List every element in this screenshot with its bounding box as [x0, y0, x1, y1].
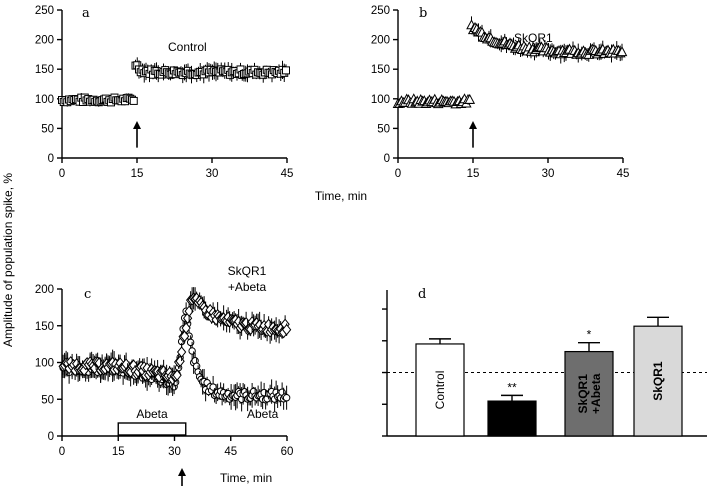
panel-b-x-tick-label: 30	[542, 168, 555, 180]
panel-c-data-point	[282, 393, 291, 402]
panel-a-y-tick-label: 150	[35, 64, 54, 76]
panel-c-y-tick-label: 0	[48, 431, 54, 443]
bar-label-line2: +Abeta	[589, 373, 603, 414]
bar-label: SkQR1	[651, 361, 665, 401]
panel-letter-a: a	[82, 6, 90, 21]
panel-c-y-tick-label: 100	[35, 358, 54, 370]
panel-a-y-tick-label: 200	[35, 35, 54, 47]
y-axis-label: Amplitude of population spike, %	[1, 173, 15, 347]
panel-letter-d: d	[418, 287, 426, 302]
panel-c-data-point	[188, 347, 196, 355]
panel-c-data-point	[172, 369, 182, 381]
panel-b-x-tick-label: 45	[617, 168, 630, 180]
panel-b-y-tick-label: 150	[371, 64, 390, 76]
panel-b-arrow-head	[469, 121, 477, 129]
panel-c-data-point	[186, 338, 195, 347]
panel-c-x-tick-label: 45	[224, 446, 237, 458]
label-abeta-series: Abeta	[247, 407, 279, 421]
panel-b-data-point	[616, 46, 628, 57]
panel-a-y-tick-label: 50	[41, 123, 54, 135]
panel-c-data-point	[281, 323, 292, 336]
x-axis-label-ab: Time, min	[315, 189, 367, 203]
panel-c-x-tick-label: 60	[281, 446, 294, 458]
panel-a-data-point	[129, 96, 138, 105]
panel-a-x-tick-label: 30	[206, 168, 219, 180]
panel-a: Control 0 50 100 150 200 250 0 15 30 45	[35, 5, 294, 180]
bar-label: Abeta	[495, 406, 529, 420]
bar-0	[415, 343, 465, 437]
label-skqr1-abeta-line1: SkQR1	[228, 264, 267, 278]
panel-letter-b: b	[419, 6, 427, 21]
panel-a-y-tick-label: 250	[35, 5, 54, 17]
panel-c: SkQR1 +Abeta Abeta Time, min 05010015020…	[35, 264, 294, 486]
panel-a-y-tick-label: 100	[35, 94, 54, 106]
panel-letter-c: c	[84, 287, 91, 302]
panel-c-data-point	[209, 383, 217, 391]
significance-marker: **	[507, 380, 517, 394]
panel-c-arrow-head	[178, 468, 186, 476]
panel-b-y-tick-label: 50	[377, 123, 390, 135]
panel-b-y-tick-label: 100	[371, 94, 390, 106]
panel-c-y-tick-label: 200	[35, 284, 54, 296]
panel-b-y-tick-label: 200	[371, 35, 390, 47]
bar-1	[487, 400, 537, 437]
panel-b-y-tick-label: 250	[371, 5, 390, 17]
panel-b-x-tick-label: 0	[395, 168, 401, 180]
bar-label: SkQR1+Abeta	[576, 373, 603, 414]
panel-a-x-tick-label: 45	[281, 168, 294, 180]
x-axis-label-c: Time, min	[220, 471, 272, 485]
panel-c-x-tick-label: 0	[59, 446, 65, 458]
bar-label: Control	[433, 371, 447, 410]
panel-a-data-point	[282, 66, 290, 75]
panel-a-y-tick-label: 0	[48, 153, 54, 165]
panel-c-y-tick-label: 150	[35, 321, 54, 333]
panel-c-data-point	[181, 322, 191, 334]
panel-b-data-point	[464, 93, 476, 104]
abeta-application-bar	[117, 422, 187, 436]
panel-b-x-tick-label: 15	[467, 168, 480, 180]
abeta-bar-label: Abeta	[136, 407, 168, 421]
panel-a-x-tick-label: 15	[131, 168, 144, 180]
bar-label-line1: SkQR1	[576, 374, 590, 414]
label-skqr1-abeta-line2: +Abeta	[228, 280, 267, 294]
panel-c-x-tick-label: 15	[112, 446, 125, 458]
bar-3	[633, 325, 683, 437]
bar-2	[564, 350, 614, 437]
panel-a-arrow-head	[133, 121, 141, 129]
panel-a-x-tick-label: 0	[59, 168, 65, 180]
series-label-control: Control	[168, 40, 207, 54]
panel-c-x-tick-label: 30	[168, 446, 181, 458]
panel-c-y-tick-label: 50	[41, 394, 54, 406]
panel-c-data-point	[176, 346, 187, 358]
panel-b-y-tick-label: 0	[384, 153, 390, 165]
significance-marker: *	[587, 328, 592, 342]
